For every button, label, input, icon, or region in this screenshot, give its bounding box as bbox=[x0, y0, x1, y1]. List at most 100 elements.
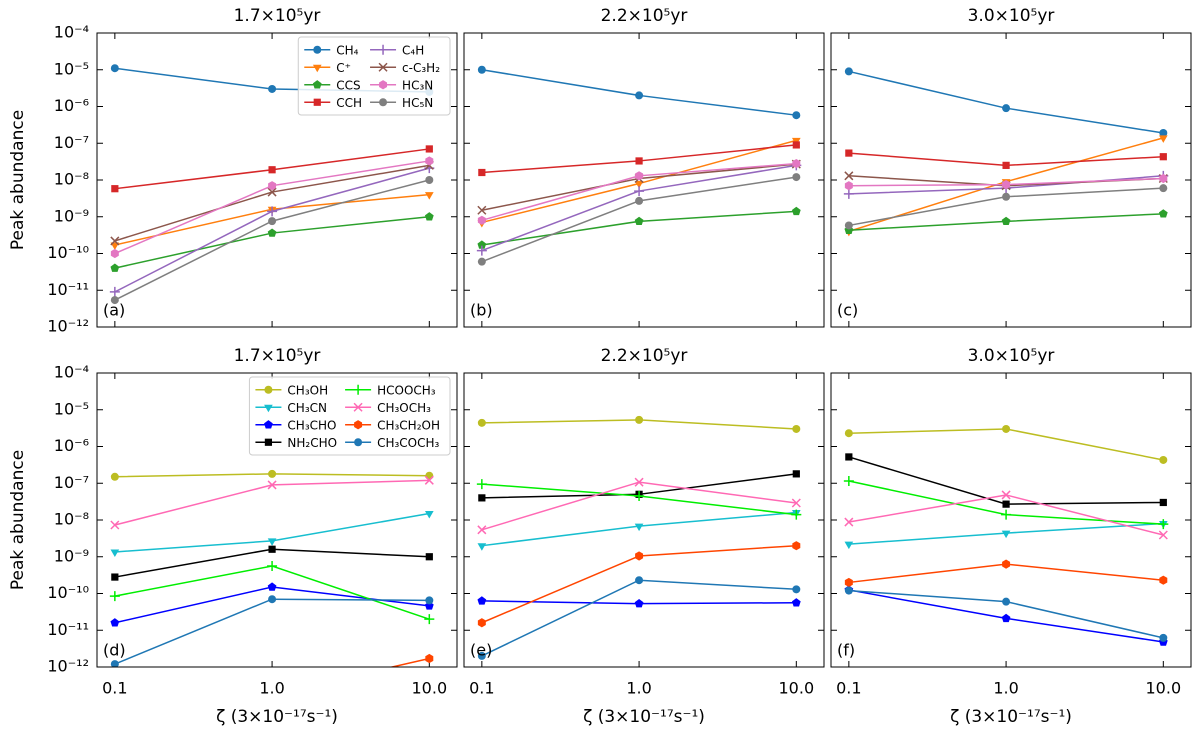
marker bbox=[110, 242, 120, 251]
marker bbox=[634, 216, 644, 226]
y-tick-label: 10⁻¹² bbox=[47, 317, 89, 336]
panel-frame bbox=[830, 372, 1192, 668]
marker bbox=[110, 296, 119, 305]
marker bbox=[1001, 613, 1011, 623]
marker bbox=[379, 80, 388, 90]
marker bbox=[1002, 500, 1010, 508]
marker bbox=[1159, 633, 1168, 642]
panel-title: 3.0×10⁵yr bbox=[968, 6, 1055, 26]
marker bbox=[110, 472, 119, 481]
y-tick-label: 10⁻⁶ bbox=[54, 436, 89, 455]
marker bbox=[1002, 192, 1011, 201]
marker bbox=[268, 545, 276, 553]
marker bbox=[353, 384, 364, 395]
y-tick-label: 10⁻¹¹ bbox=[47, 620, 89, 639]
marker bbox=[792, 585, 801, 594]
marker bbox=[844, 221, 853, 230]
x-axis-label: ζ (3×10⁻¹⁷s⁻¹) bbox=[583, 707, 705, 727]
x-tick-label: 0.1 bbox=[102, 679, 127, 698]
marker bbox=[844, 67, 853, 76]
marker bbox=[264, 404, 273, 413]
marker bbox=[844, 577, 853, 588]
marker bbox=[109, 286, 120, 297]
panel-label: (c) bbox=[837, 301, 858, 320]
legend-label: CH₃CHO bbox=[287, 418, 336, 432]
series-line bbox=[481, 579, 797, 657]
marker bbox=[635, 415, 644, 424]
panel-frame bbox=[463, 32, 825, 328]
marker bbox=[1001, 216, 1011, 226]
marker bbox=[477, 215, 486, 225]
marker bbox=[425, 653, 434, 664]
marker bbox=[635, 576, 644, 585]
panel-title: 3.0×10⁵yr bbox=[968, 346, 1055, 366]
plot-area bbox=[109, 64, 435, 305]
marker bbox=[845, 453, 853, 461]
legend-label: C₄H bbox=[402, 43, 424, 57]
y-tick-label: 10⁻⁶ bbox=[54, 96, 89, 115]
marker bbox=[110, 263, 120, 272]
marker bbox=[264, 420, 273, 429]
series-line bbox=[388, 657, 430, 667]
marker bbox=[845, 149, 853, 157]
marker bbox=[312, 64, 322, 73]
marker bbox=[634, 599, 644, 608]
x-tick-label: 0.1 bbox=[469, 679, 494, 698]
series-line bbox=[848, 456, 1164, 505]
marker bbox=[379, 98, 388, 107]
marker bbox=[792, 158, 801, 169]
marker bbox=[478, 168, 486, 177]
series-line bbox=[481, 210, 797, 246]
marker bbox=[425, 596, 434, 605]
marker bbox=[312, 80, 322, 89]
y-tick-label: 10⁻¹⁰ bbox=[47, 243, 89, 262]
marker bbox=[1002, 424, 1011, 433]
marker bbox=[635, 551, 644, 561]
legend-label: CH₃OCH₃ bbox=[377, 401, 431, 415]
marker bbox=[844, 429, 853, 438]
legend-label: CH₃COCH₃ bbox=[377, 436, 439, 450]
marker bbox=[1002, 104, 1011, 113]
series-line bbox=[114, 479, 430, 526]
panel-title: 2.2×10⁵yr bbox=[601, 6, 688, 26]
marker bbox=[844, 171, 854, 181]
marker bbox=[634, 477, 644, 487]
y-tick-label: 10⁻⁷ bbox=[54, 133, 89, 152]
legend: CH₄ C⁺ CCS CCH C₄H c-C₃H₂ HC₃N HC₅N bbox=[297, 36, 451, 116]
series-line bbox=[114, 598, 430, 665]
legend-label: HC₅N bbox=[402, 96, 433, 110]
plot-area bbox=[843, 67, 1169, 237]
marker bbox=[1159, 153, 1167, 161]
marker bbox=[268, 217, 277, 226]
marker bbox=[313, 98, 321, 106]
marker bbox=[634, 523, 644, 532]
marker bbox=[1002, 559, 1011, 569]
marker bbox=[477, 65, 486, 74]
marker bbox=[792, 424, 801, 433]
x-axis-label: ζ (3×10⁻¹⁷s⁻¹) bbox=[950, 707, 1072, 727]
marker bbox=[477, 525, 487, 535]
marker bbox=[424, 212, 434, 221]
marker bbox=[425, 156, 434, 166]
series-line bbox=[848, 70, 1164, 134]
marker bbox=[267, 228, 277, 237]
marker bbox=[267, 582, 277, 591]
marker bbox=[792, 141, 800, 149]
legend: CH₃OH CH₃CN CH₃CHO NH₂CHO HCOOCH₃ CH₃OCH₃ CH₃C… bbox=[248, 376, 451, 456]
y-tick-label: 10⁻⁵ bbox=[54, 59, 89, 78]
marker bbox=[111, 185, 119, 193]
legend-label: HC₃N bbox=[402, 78, 433, 92]
marker bbox=[635, 196, 644, 205]
marker bbox=[110, 660, 119, 667]
marker bbox=[1002, 161, 1010, 169]
marker bbox=[264, 438, 273, 446]
marker bbox=[424, 614, 435, 625]
panel-title: 1.7×10⁵yr bbox=[234, 6, 321, 26]
legend-label: HCOOCH₃ bbox=[377, 383, 436, 397]
series-line bbox=[481, 481, 797, 531]
marker bbox=[110, 248, 119, 259]
y-tick-label: 10⁻⁸ bbox=[54, 510, 89, 529]
x-tick-label: 0.1 bbox=[836, 679, 861, 698]
y-tick-label: 10⁻¹⁰ bbox=[47, 583, 89, 602]
